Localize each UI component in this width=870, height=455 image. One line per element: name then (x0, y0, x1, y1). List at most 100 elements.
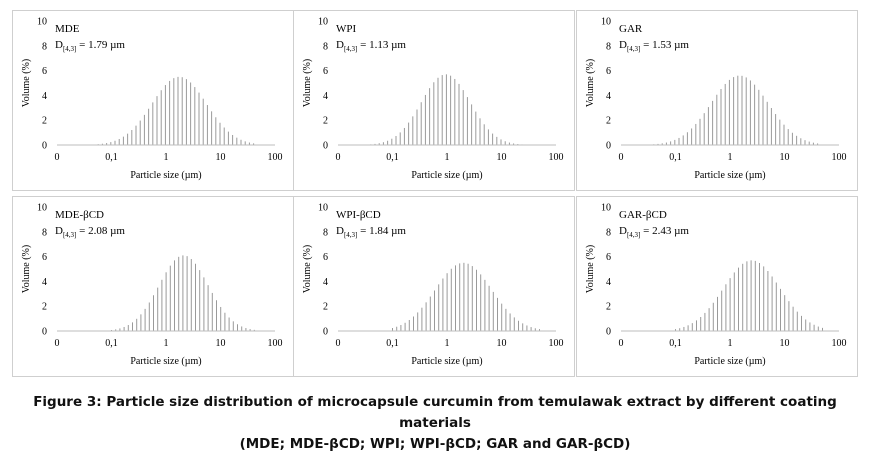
stat-subscript: [4,3] (343, 45, 358, 54)
y-axis-label: Volume (%) (21, 59, 32, 107)
y-tick-label: 6 (606, 252, 611, 263)
x-axis-label: Particle size (µm) (694, 356, 765, 367)
x-tick-label: 0 (619, 152, 624, 163)
y-tick-label: 4 (323, 91, 328, 102)
y-tick-label: 8 (606, 227, 611, 238)
x-axis-label: Particle size (µm) (694, 170, 765, 181)
x-tick-label: 10 (497, 152, 507, 163)
y-tick-label: 10 (601, 203, 611, 214)
y-axis-label: Volume (%) (302, 59, 313, 107)
x-tick-label: 10 (780, 338, 790, 349)
y-tick-label: 0 (42, 141, 47, 152)
y-tick-label: 2 (606, 116, 611, 127)
y-tick-label: 0 (323, 141, 328, 152)
x-tick-label: 1 (164, 338, 169, 349)
y-tick-label: 8 (323, 227, 328, 238)
chart-panel-wpi-bcd: 0 2 4 6 8 10 0 0,1 1 10 100 Particle size (µm) Volum… (293, 196, 575, 377)
x-tick-label: 100 (832, 152, 847, 163)
y-axis-label: Volume (%) (302, 245, 313, 293)
x-tick-label: 0 (55, 152, 60, 163)
y-axis-label: Volume (%) (21, 245, 32, 293)
y-tick-label: 10 (601, 17, 611, 28)
x-tick-label: 100 (268, 152, 283, 163)
stat-label: D (336, 225, 344, 237)
caption-line-2: (MDE; MDE-βCD; WPI; WPI-βCD; GAR and GAR… (239, 436, 631, 452)
y-tick-label: 2 (42, 116, 47, 127)
x-tick-label: 0,1 (386, 338, 399, 349)
x-tick-label: 1 (164, 152, 169, 163)
x-tick-label: 0,1 (105, 152, 118, 163)
y-tick-label: 4 (42, 91, 47, 102)
y-tick-label: 2 (606, 302, 611, 313)
y-tick-label: 0 (606, 141, 611, 152)
stat-value: = 2.08 µm (79, 225, 125, 237)
panel-title: GAR (619, 23, 643, 35)
y-tick-label: 6 (42, 66, 47, 77)
y-axis-label: Volume (%) (585, 245, 596, 293)
x-tick-label: 0,1 (669, 338, 682, 349)
y-tick-label: 10 (318, 17, 328, 28)
x-tick-label: 100 (549, 152, 564, 163)
panel-stat: D[4,3] = 1.84 µm (336, 225, 406, 239)
stat-value: = 1.84 µm (360, 225, 406, 237)
stat-subscript: [4,3] (343, 231, 358, 240)
stat-subscript: [4,3] (62, 45, 77, 54)
panel-title: MDE (55, 23, 80, 35)
x-tick-label: 1 (728, 152, 733, 163)
stat-label: D (336, 39, 344, 51)
x-tick-label: 10 (497, 338, 507, 349)
panel-stat: D[4,3] = 1.53 µm (619, 39, 689, 53)
chart-panel-mde-bcd: 0 2 4 6 8 10 0 0,1 1 10 100 Particle size (µm) Volum… (12, 196, 294, 377)
panel-stat: D[4,3] = 1.13 µm (336, 39, 406, 53)
panel-title: WPI-βCD (336, 209, 381, 221)
stat-value: = 1.13 µm (360, 39, 406, 51)
panel-title: GAR-βCD (619, 209, 667, 221)
panel-stat: D[4,3] = 2.08 µm (55, 225, 125, 239)
x-tick-label: 100 (549, 338, 564, 349)
y-tick-label: 2 (42, 302, 47, 313)
x-tick-label: 1 (445, 338, 450, 349)
x-axis-label: Particle size (µm) (130, 170, 201, 181)
x-tick-label: 100 (268, 338, 283, 349)
stat-value: = 2.43 µm (643, 225, 689, 237)
chart-panel-gar: 0 2 4 6 8 10 0 0,1 1 10 100 Particle size (µm) Volum… (576, 10, 858, 191)
x-tick-label: 10 (216, 152, 226, 163)
y-tick-label: 8 (42, 227, 47, 238)
panel-title: WPI (336, 23, 357, 35)
y-tick-label: 0 (323, 327, 328, 338)
y-tick-label: 4 (606, 91, 611, 102)
x-tick-label: 0,1 (386, 152, 399, 163)
stat-label: D (619, 225, 627, 237)
x-tick-label: 1 (445, 152, 450, 163)
y-tick-label: 4 (42, 277, 47, 288)
chart-panel-mde: 0 2 4 6 8 10 0 0,1 1 10 100 Particle size (µm) Volum… (12, 10, 294, 191)
chart-panel-gar-bcd: 0 2 4 6 8 10 0 0,1 1 10 100 Particle size (µm) Volum… (576, 196, 858, 377)
stat-subscript: [4,3] (626, 231, 641, 240)
x-tick-label: 0,1 (669, 152, 682, 163)
x-axis-label: Particle size (µm) (130, 356, 201, 367)
y-tick-label: 4 (323, 277, 328, 288)
y-tick-label: 2 (323, 302, 328, 313)
y-tick-label: 6 (42, 252, 47, 263)
panel-stat: D[4,3] = 2.43 µm (619, 225, 689, 239)
y-tick-label: 8 (323, 41, 328, 52)
stat-label: D (55, 225, 63, 237)
y-tick-label: 6 (606, 66, 611, 77)
x-tick-label: 0,1 (105, 338, 118, 349)
chart-panel-wpi: 0 2 4 6 8 10 0 0,1 1 10 100 Particle size (µm) Volum… (293, 10, 575, 191)
x-tick-label: 10 (780, 152, 790, 163)
y-axis-label: Volume (%) (585, 59, 596, 107)
x-tick-label: 0 (55, 338, 60, 349)
x-tick-label: 100 (832, 338, 847, 349)
y-tick-label: 0 (42, 327, 47, 338)
x-axis-label: Particle size (µm) (411, 356, 482, 367)
y-tick-label: 2 (323, 116, 328, 127)
y-tick-label: 10 (318, 203, 328, 214)
stat-subscript: [4,3] (62, 231, 77, 240)
x-tick-label: 0 (619, 338, 624, 349)
stat-label: D (55, 39, 63, 51)
